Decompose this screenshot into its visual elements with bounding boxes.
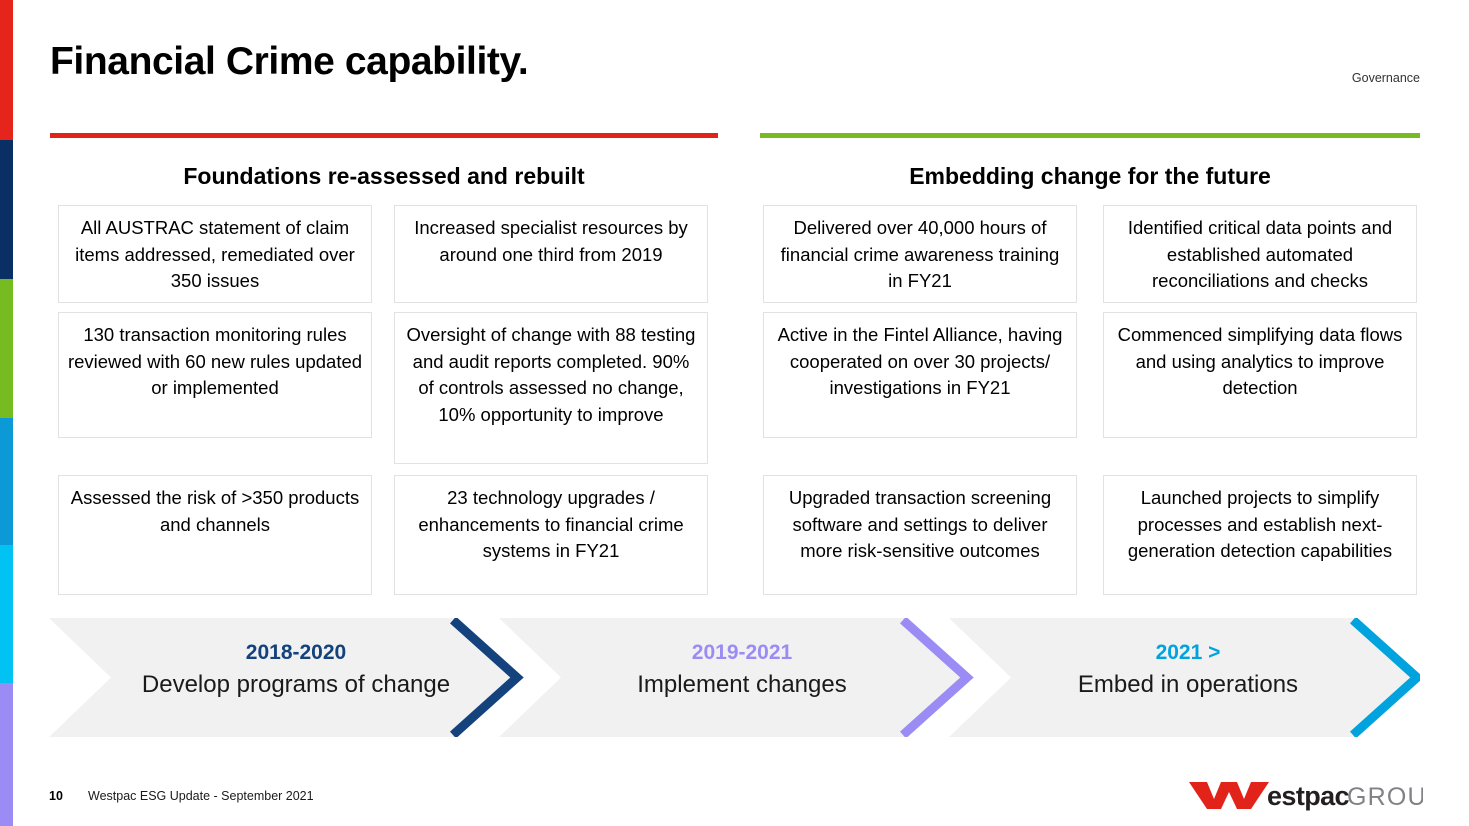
logo-group-text: GROUP (1347, 783, 1423, 811)
fact-box-text: Identified critical data points and esta… (1127, 217, 1393, 291)
fact-box-text: Active in the Fintel Alliance, having co… (777, 324, 1063, 398)
chevron-arrow-icon (1349, 618, 1420, 737)
fact-box: Assessed the risk of >350 products and c… (58, 475, 372, 595)
fact-box: Commenced simplifying data flows and usi… (1103, 312, 1417, 438)
rail-segment-purple (0, 683, 13, 826)
left-column-rule (50, 133, 718, 138)
page-number: 10 (49, 789, 63, 803)
rail-segment-blue (0, 418, 13, 545)
rail-segment-red (0, 0, 13, 140)
chevron-body (49, 618, 519, 737)
fact-box: 23 technology upgrades / enhancements to… (394, 475, 708, 595)
timeline-step-1[interactable] (49, 618, 524, 737)
footer-text: Westpac ESG Update - September 2021 (88, 789, 314, 803)
fact-box-text: 130 transaction monitoring rules reviewe… (67, 324, 363, 398)
right-column-heading: Embedding change for the future (909, 163, 1271, 189)
westpac-group-logo: estpac GROUP (1187, 778, 1423, 812)
timeline-chevrons (49, 618, 1420, 737)
westpac-w-mark (1189, 782, 1269, 809)
timeline-step-2[interactable] (499, 618, 974, 737)
fact-box: Increased specialist resources by around… (394, 205, 708, 303)
brand-colour-rail (0, 0, 13, 826)
fact-box: 130 transaction monitoring rules reviewe… (58, 312, 372, 438)
rail-segment-navy (0, 140, 13, 279)
left-column-heading: Foundations re-assessed and rebuilt (183, 163, 585, 189)
chevron-body (949, 618, 1419, 737)
page-title: Financial Crime capability. (50, 40, 529, 83)
fact-box-text: Commenced simplifying data flows and usi… (1117, 324, 1403, 398)
fact-box: Upgraded transaction screening software … (763, 475, 1077, 595)
chevron-body (499, 618, 969, 737)
fact-box: Launched projects to simplify processes … (1103, 475, 1417, 595)
fact-box-text: Upgraded transaction screening software … (788, 487, 1052, 561)
fact-box-text: Increased specialist resources by around… (414, 217, 688, 265)
fact-box: Oversight of change with 88 testing and … (394, 312, 708, 464)
timeline-step-3[interactable] (949, 618, 1420, 737)
rail-segment-cyan (0, 545, 13, 683)
fact-box: Active in the Fintel Alliance, having co… (763, 312, 1077, 438)
fact-box-text: Delivered over 40,000 hours of financial… (780, 217, 1060, 291)
chevron-arrow-icon (899, 618, 974, 737)
logo-wordmark: estpac (1267, 781, 1350, 811)
fact-box: Delivered over 40,000 hours of financial… (763, 205, 1077, 303)
fact-box: All AUSTRAC statement of claim items add… (58, 205, 372, 303)
fact-box-text: All AUSTRAC statement of claim items add… (75, 217, 355, 291)
rail-segment-green (0, 279, 13, 418)
right-column-rule (760, 133, 1420, 138)
fact-box-text: 23 technology upgrades / enhancements to… (418, 487, 684, 561)
fact-box: Identified critical data points and esta… (1103, 205, 1417, 303)
section-tag: Governance (1351, 71, 1420, 85)
fact-box-text: Launched projects to simplify processes … (1127, 487, 1393, 561)
chevron-arrow-icon (449, 618, 524, 737)
fact-box-text: Oversight of change with 88 testing and … (406, 324, 696, 425)
fact-box-text: Assessed the risk of >350 products and c… (70, 487, 360, 535)
